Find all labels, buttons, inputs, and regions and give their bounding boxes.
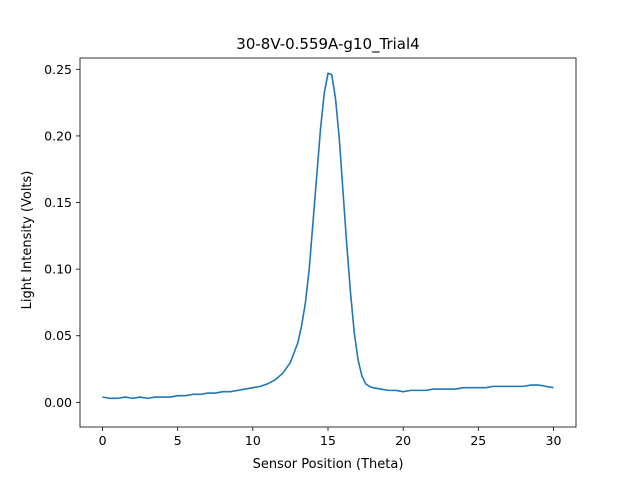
x-tick-label: 30	[546, 433, 562, 448]
x-tick-label: 25	[470, 433, 486, 448]
y-axis-ticks: 0.00 0.05 0.10 0.15 0.20 0.25	[44, 62, 80, 410]
y-tick-label: 0.15	[44, 195, 72, 210]
series-line	[102, 72, 554, 400]
y-axis-label: Light Intensity (Volts)	[20, 171, 35, 310]
x-axis-label: Sensor Position (Theta)	[253, 457, 404, 472]
y-tick-label: 0.10	[44, 262, 72, 277]
y-tick-label: 0.25	[44, 62, 72, 77]
x-tick-label: 10	[245, 433, 261, 448]
y-tick-label: 0.20	[44, 128, 72, 143]
x-tick-label: 20	[395, 433, 411, 448]
chart-title: 30-8V-0.559A-g10_Trial4	[236, 35, 419, 54]
y-tick-label: 0.05	[44, 328, 72, 343]
x-tick-label: 5	[174, 433, 182, 448]
x-tick-label: 15	[320, 433, 336, 448]
x-axis-ticks: 0 5 10 15 20 25 30	[99, 427, 562, 448]
x-tick-label: 0	[99, 433, 107, 448]
y-tick-label: 0.00	[44, 395, 72, 410]
